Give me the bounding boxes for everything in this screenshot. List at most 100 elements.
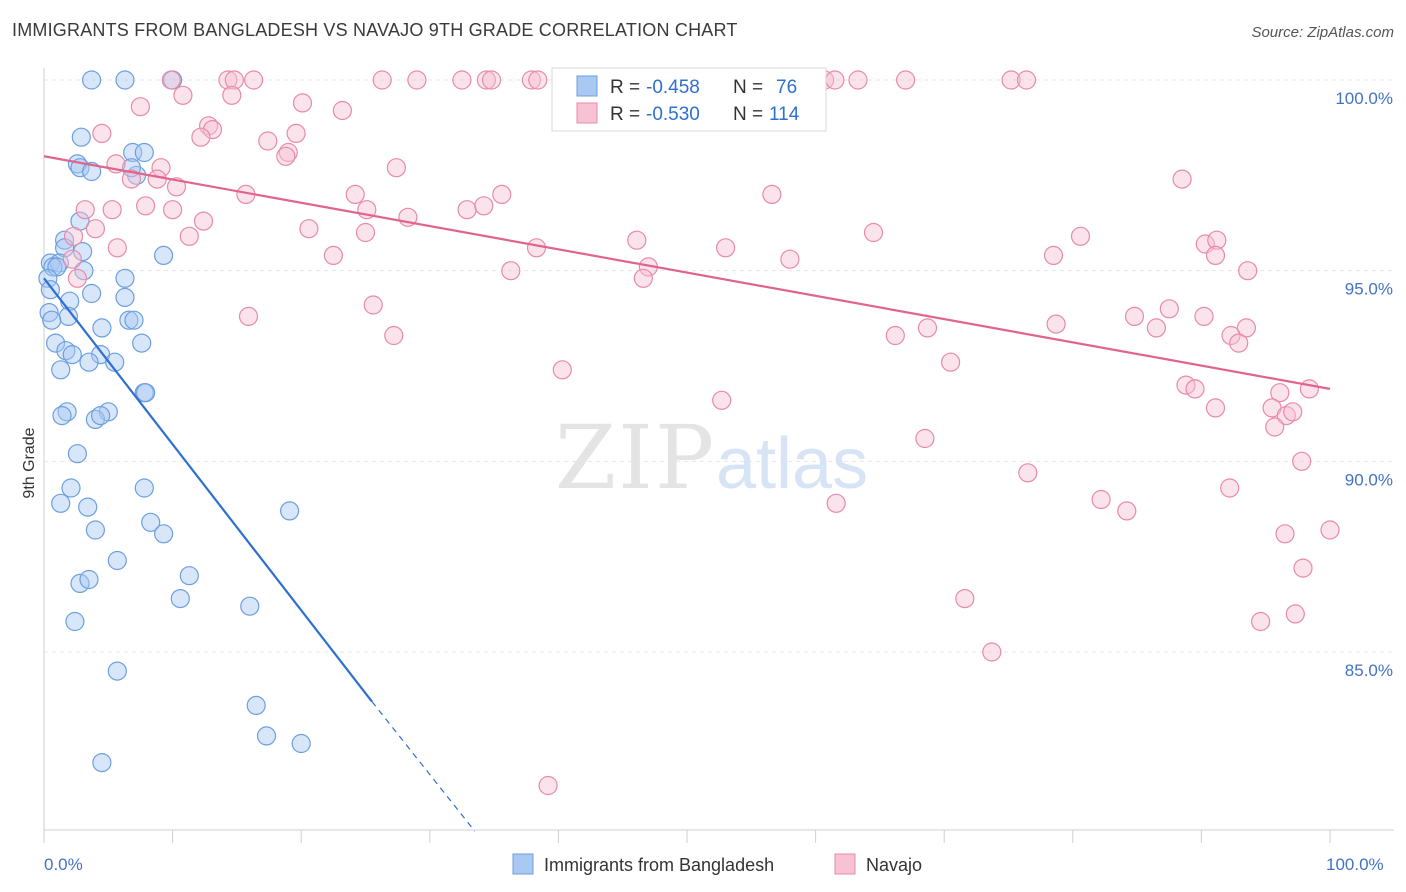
point-bangladesh-56 xyxy=(154,524,174,544)
point-bangladesh-40 xyxy=(51,360,71,380)
point-navajo-48 xyxy=(75,200,95,220)
point-navajo-47 xyxy=(136,196,156,216)
point-navajo-33 xyxy=(258,131,278,151)
legend-r-label-0: R = xyxy=(610,77,640,98)
point-navajo-89 xyxy=(885,325,905,346)
legend-swatch-bangladesh xyxy=(576,75,598,97)
point-navajo-78 xyxy=(67,268,88,288)
point-navajo-118 xyxy=(538,775,558,796)
point-navajo-82 xyxy=(1124,306,1145,326)
point-bangladesh-30 xyxy=(119,310,139,330)
point-navajo-107 xyxy=(1220,478,1240,498)
point-navajo-29 xyxy=(202,120,223,140)
point-bangladesh-49 xyxy=(61,478,81,498)
point-navajo-65 xyxy=(1207,230,1227,250)
point-navajo-83 xyxy=(1194,306,1214,326)
point-navajo-44 xyxy=(345,184,365,204)
point-bangladesh-62 xyxy=(240,596,260,616)
point-navajo-46 xyxy=(762,184,782,204)
point-navajo-91 xyxy=(1229,333,1249,353)
point-navajo-115 xyxy=(1285,604,1305,624)
point-navajo-97 xyxy=(1299,379,1320,399)
point-navajo-35 xyxy=(276,146,296,166)
point-bangladesh-47 xyxy=(90,406,111,426)
point-navajo-30 xyxy=(92,123,112,143)
point-navajo-67 xyxy=(526,238,547,258)
bottom-legend-swatch-navajo xyxy=(834,853,856,875)
point-navajo-53 xyxy=(474,196,494,216)
point-navajo-38 xyxy=(386,158,406,178)
point-bangladesh-4 xyxy=(123,142,143,163)
watermark-atlas: atlas xyxy=(716,424,868,504)
chart-source: Source: ZipAtlas.com xyxy=(1251,24,1394,41)
point-navajo-68 xyxy=(715,238,736,258)
point-bangladesh-21 xyxy=(38,268,58,288)
point-bangladesh-63 xyxy=(65,611,85,632)
point-navajo-27 xyxy=(332,100,352,121)
point-navajo-25 xyxy=(292,93,313,113)
point-bangladesh-8 xyxy=(81,161,102,182)
point-navajo-116 xyxy=(1250,611,1271,632)
watermark-zip: ZIP xyxy=(555,406,716,509)
point-navajo-59 xyxy=(863,222,884,243)
point-bangladesh-48 xyxy=(67,444,88,464)
point-navajo-45 xyxy=(492,184,512,204)
point-navajo-50 xyxy=(163,200,183,220)
axes xyxy=(43,68,1394,843)
point-navajo-105 xyxy=(1292,451,1312,471)
point-navajo-80 xyxy=(1159,299,1179,319)
point-bangladesh-24 xyxy=(81,283,102,304)
y-tick-labels: 100.0% 95.0% 90.0% 85.0% xyxy=(1335,89,1393,680)
stats-legend: R = -0.458 N = 76 R = -0.530 N = 114 xyxy=(551,67,827,132)
point-navajo-111 xyxy=(1320,520,1340,540)
point-bangladesh-22 xyxy=(115,268,135,288)
point-bangladesh-33 xyxy=(45,333,66,353)
point-bangladesh-42 xyxy=(136,383,156,403)
point-navajo-109 xyxy=(826,493,846,513)
point-navajo-117 xyxy=(982,642,1002,662)
point-navajo-23 xyxy=(173,85,193,105)
trend-line-navajo xyxy=(43,155,1331,390)
point-bangladesh-54 xyxy=(141,512,161,532)
point-navajo-72 xyxy=(1205,245,1226,265)
y-tick-label-0: 100.0% xyxy=(1335,89,1393,108)
trend-line-bangladesh xyxy=(43,277,373,703)
watermark: ZIP atlas xyxy=(555,406,868,509)
point-navajo-106 xyxy=(1018,463,1038,483)
point-bangladesh-3 xyxy=(71,127,91,147)
point-bangladesh-23 xyxy=(40,280,61,300)
point-navajo-19 xyxy=(848,70,868,90)
point-navajo-113 xyxy=(1293,558,1313,578)
point-bangladesh-60 xyxy=(79,569,99,590)
y-tick-label-1: 95.0% xyxy=(1345,280,1393,299)
point-bangladesh-58 xyxy=(179,566,199,586)
x-tick-label-min: 0.0% xyxy=(44,855,83,874)
gridlines xyxy=(44,79,1394,653)
y-tick-label-2: 90.0% xyxy=(1345,470,1393,489)
point-navajo-2 xyxy=(224,70,244,90)
point-navajo-32 xyxy=(191,127,211,147)
point-navajo-3 xyxy=(244,70,264,90)
point-navajo-108 xyxy=(1091,489,1111,510)
point-navajo-56 xyxy=(85,219,106,239)
point-bangladesh-52 xyxy=(78,497,98,517)
point-bangladesh-5 xyxy=(134,142,154,163)
legend-n-label-0: N = xyxy=(733,77,763,98)
point-bangladesh-44 xyxy=(52,406,72,426)
point-navajo-18 xyxy=(825,70,845,90)
point-navajo-103 xyxy=(1265,417,1285,437)
legend-r-label-1: R = xyxy=(610,104,640,125)
point-navajo-77 xyxy=(633,268,653,288)
point-navajo-24 xyxy=(222,85,242,105)
point-navajo-90 xyxy=(1221,325,1241,346)
point-bangladesh-29 xyxy=(42,310,62,330)
point-bangladesh-14 xyxy=(72,242,93,262)
point-navajo-102 xyxy=(1283,402,1303,422)
point-navajo-96 xyxy=(1270,383,1290,403)
series-bangladesh xyxy=(38,70,311,773)
point-navajo-104 xyxy=(915,428,935,449)
trend-extension-bangladesh xyxy=(371,701,476,832)
point-navajo-22 xyxy=(1016,70,1037,90)
point-bangladesh-20 xyxy=(74,261,94,281)
x-tick-label-max: 100.0% xyxy=(1326,855,1384,874)
